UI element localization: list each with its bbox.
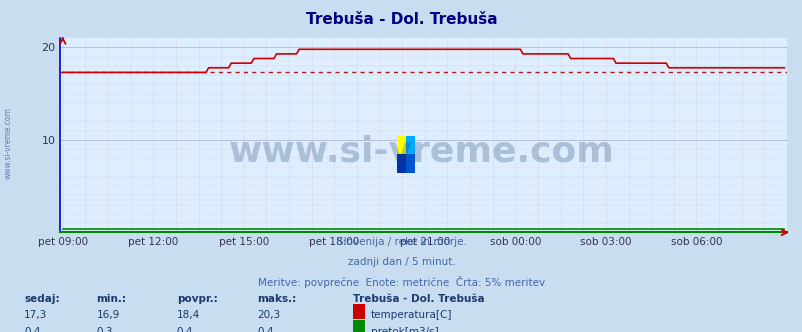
Text: zadnji dan / 5 minut.: zadnji dan / 5 minut. [347,257,455,267]
Text: Trebuša - Dol. Trebuša: Trebuša - Dol. Trebuša [306,12,496,27]
Text: www.si-vreme.com: www.si-vreme.com [229,134,614,168]
Bar [397,136,406,154]
Text: sedaj:: sedaj: [24,294,59,304]
Text: Slovenija / reke in morje.: Slovenija / reke in morje. [336,237,466,247]
Text: www.si-vreme.com: www.si-vreme.com [3,107,13,179]
Bar [397,154,406,173]
Text: 0,4: 0,4 [24,327,41,332]
Bar [406,154,415,173]
Text: 0,4: 0,4 [257,327,273,332]
Text: Trebuša - Dol. Trebuša: Trebuša - Dol. Trebuša [353,294,484,304]
Bar [406,136,415,154]
Text: Meritve: povprečne  Enote: metrične  Črta: 5% meritev: Meritve: povprečne Enote: metrične Črta:… [257,276,545,288]
Text: 16,9: 16,9 [96,310,119,320]
Text: 18,4: 18,4 [176,310,200,320]
Text: maks.:: maks.: [257,294,296,304]
Text: pretok[m3/s]: pretok[m3/s] [371,327,438,332]
Text: povpr.:: povpr.: [176,294,217,304]
Text: temperatura[C]: temperatura[C] [371,310,452,320]
Text: 0,3: 0,3 [96,327,113,332]
Text: 20,3: 20,3 [257,310,280,320]
Text: 0,4: 0,4 [176,327,193,332]
Text: min.:: min.: [96,294,126,304]
Text: 17,3: 17,3 [24,310,47,320]
